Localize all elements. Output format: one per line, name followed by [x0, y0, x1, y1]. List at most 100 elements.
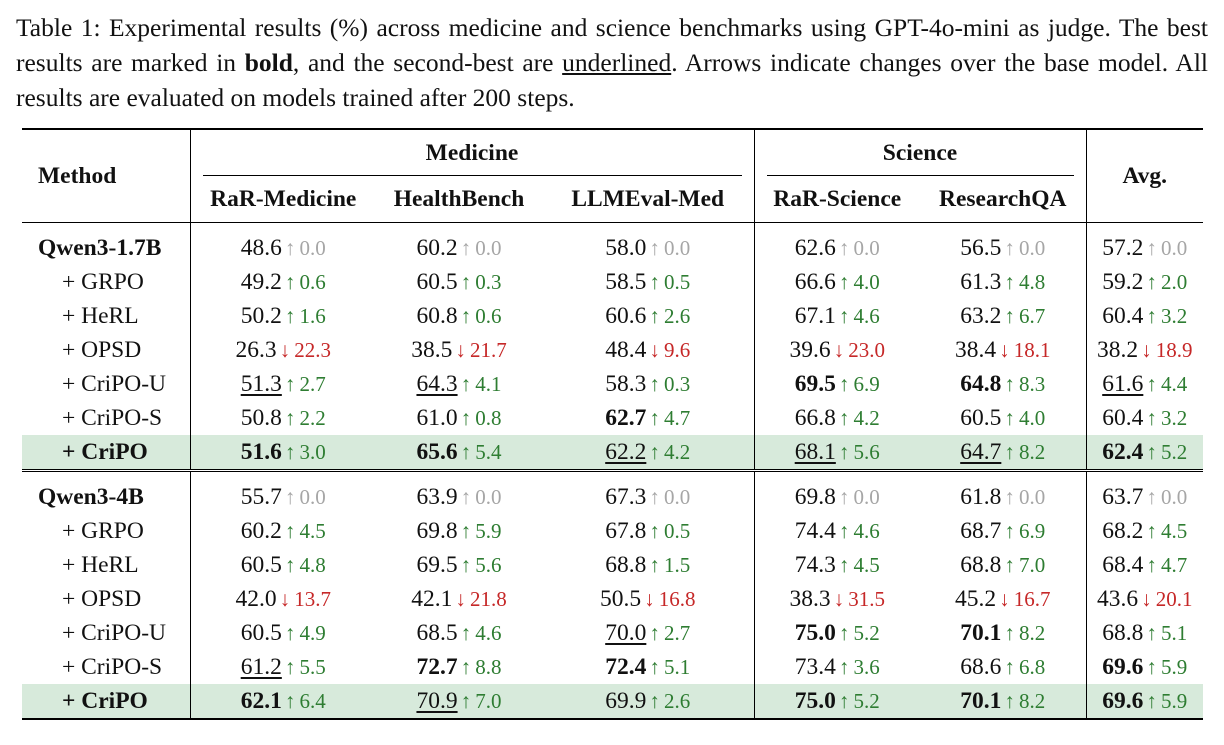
delta-up: ↑ 5.2 [839, 621, 880, 645]
arrow-up-icon: ↑ [1146, 688, 1157, 713]
score-value: 68.8 [605, 551, 647, 578]
score-value: 50.5 [599, 585, 642, 612]
arrow-up-icon: ↑ [1004, 371, 1015, 396]
delta-value: 8.3 [1019, 371, 1046, 396]
arrow-up-icon: ↑ [838, 518, 850, 543]
value-cell: 72.4 ↑ 5.1 [542, 650, 755, 684]
delta-up: ↑ 5.9 [1146, 689, 1187, 713]
value-cell: 69.8 ↑ 0.0 [754, 472, 920, 515]
value-cell: 62.1 ↑ 6.4 [190, 684, 376, 719]
score-value: 38.3 [789, 585, 831, 612]
score-value: 60.5 [416, 268, 458, 295]
value-cell: 68.6 ↑ 6.8 [920, 650, 1087, 684]
arrow-up-icon: ↑ [649, 405, 660, 430]
delta-up: ↑ 2.6 [649, 689, 690, 713]
score-value: 72.4 [605, 653, 647, 680]
arrow-up-icon: ↑ [284, 620, 296, 645]
score-value: 69.8 [794, 483, 836, 510]
value-cell: 55.7 ↑ 0.0 [190, 472, 376, 515]
arrow-up-icon: ↑ [838, 371, 850, 396]
value-cell: 67.8 ↑ 0.5 [542, 514, 755, 548]
delta-value: 16.8 [658, 586, 696, 611]
delta-up: ↑ 8.2 [1004, 440, 1045, 464]
caption-text-3: . Arrows indicate changes over the base … [16, 48, 1208, 112]
score-value: 66.6 [794, 268, 836, 295]
delta-value: 0.5 [664, 269, 691, 294]
arrow-up-icon: ↑ [1004, 518, 1015, 543]
score-value: 74.3 [794, 551, 836, 578]
col-header-researchqa: ResearchQA [920, 176, 1087, 223]
arrow-up-icon: ↑ [838, 552, 850, 577]
delta-value: 0.5 [664, 518, 691, 543]
arrow-up-icon: ↑ [1146, 620, 1157, 645]
delta-value: 18.9 [1155, 337, 1193, 362]
arrow-up-icon: ↑ [838, 303, 850, 328]
delta-value: 0.0 [1019, 484, 1046, 509]
arrow-up-icon: ↑ [649, 439, 660, 464]
value-cell: 61.0 ↑ 0.8 [376, 401, 542, 435]
block-separator [22, 469, 1203, 472]
value-cell: 61.6 ↑ 4.4 [1086, 367, 1203, 401]
delta-value: 4.2 [853, 405, 880, 430]
delta-up: ↑ 4.5 [285, 519, 326, 543]
delta-value: 2.7 [664, 620, 691, 645]
delta-up: ↑ 1.5 [649, 553, 690, 577]
value-cell: 66.6 ↑ 4.0 [754, 265, 920, 299]
arrow-up-icon: ↑ [1146, 235, 1157, 260]
delta-value: 4.6 [853, 303, 880, 328]
value-cell: 61.8 ↑ 0.0 [920, 471, 1087, 514]
value-cell: 60.8 ↑ 0.6 [376, 299, 542, 333]
col-header-llmeval-med: LLMEval-Med [542, 176, 755, 223]
arrow-down-icon: ↓ [999, 586, 1010, 611]
delta-up: ↑ 5.4 [461, 440, 502, 464]
delta-up: ↑ 6.8 [1004, 655, 1045, 679]
delta-value: 0.8 [475, 405, 502, 430]
delta-value: 5.4 [475, 439, 502, 464]
delta-value: 4.0 [1019, 405, 1046, 430]
score-value: 60.8 [416, 302, 458, 329]
delta-up: ↑ 0.0 [1146, 236, 1187, 260]
score-value: 38.5 [411, 336, 453, 363]
delta-up: ↑ 4.4 [1146, 372, 1187, 396]
delta-up: ↑ 4.7 [649, 406, 690, 430]
arrow-up-icon: ↑ [460, 371, 472, 396]
delta-value: 4.8 [299, 552, 326, 577]
delta-up: ↑ 4.0 [1004, 406, 1045, 430]
delta-value: 4.5 [853, 552, 880, 577]
delta-up: ↑ 6.9 [1004, 519, 1045, 543]
score-value: 69.9 [605, 687, 647, 714]
delta-value: 13.7 [294, 586, 332, 611]
score-value: 69.5 [794, 370, 836, 397]
value-cell: 38.2 ↓ 18.9 [1086, 333, 1203, 367]
delta-down: ↓ 20.1 [1141, 587, 1192, 611]
delta-value: 0.0 [475, 484, 502, 509]
delta-value: 2.7 [299, 371, 326, 396]
caption-underline-word: underlined [562, 48, 672, 77]
value-cell: 68.1 ↑ 5.6 [754, 435, 920, 470]
delta-up: ↑ 4.6 [839, 519, 880, 543]
delta-up: ↑ 4.6 [461, 621, 502, 645]
score-value: 67.1 [794, 302, 836, 329]
delta-up: ↑ 6.9 [839, 372, 880, 396]
delta-down: ↓ 31.5 [834, 587, 885, 611]
delta-up: ↑ 3.6 [839, 655, 880, 679]
delta-value: 21.8 [470, 586, 507, 611]
arrow-up-icon: ↑ [649, 484, 660, 509]
delta-value: 0.3 [664, 371, 691, 396]
value-cell: 72.7 ↑ 8.8 [376, 650, 542, 684]
delta-up: ↑ 0.0 [839, 236, 880, 260]
delta-value: 0.0 [853, 484, 880, 509]
value-cell: 50.2 ↑ 1.6 [190, 299, 376, 333]
arrow-up-icon: ↑ [838, 620, 850, 645]
delta-up: ↑ 5.5 [285, 655, 326, 679]
arrow-up-icon: ↑ [1146, 405, 1157, 430]
arrow-up-icon: ↑ [1004, 405, 1015, 430]
method-cell: + CriPO-S [22, 650, 191, 684]
delta-up: ↑ 8.3 [1004, 372, 1045, 396]
score-value: 69.8 [416, 517, 458, 544]
delta-up: ↑ 3.2 [1146, 304, 1187, 328]
delta-up: ↑ 6.4 [285, 689, 326, 713]
method-cell: Qwen3-4B [22, 471, 191, 514]
value-cell: 39.6 ↓ 23.0 [754, 333, 920, 367]
score-value: 50.2 [240, 302, 282, 329]
